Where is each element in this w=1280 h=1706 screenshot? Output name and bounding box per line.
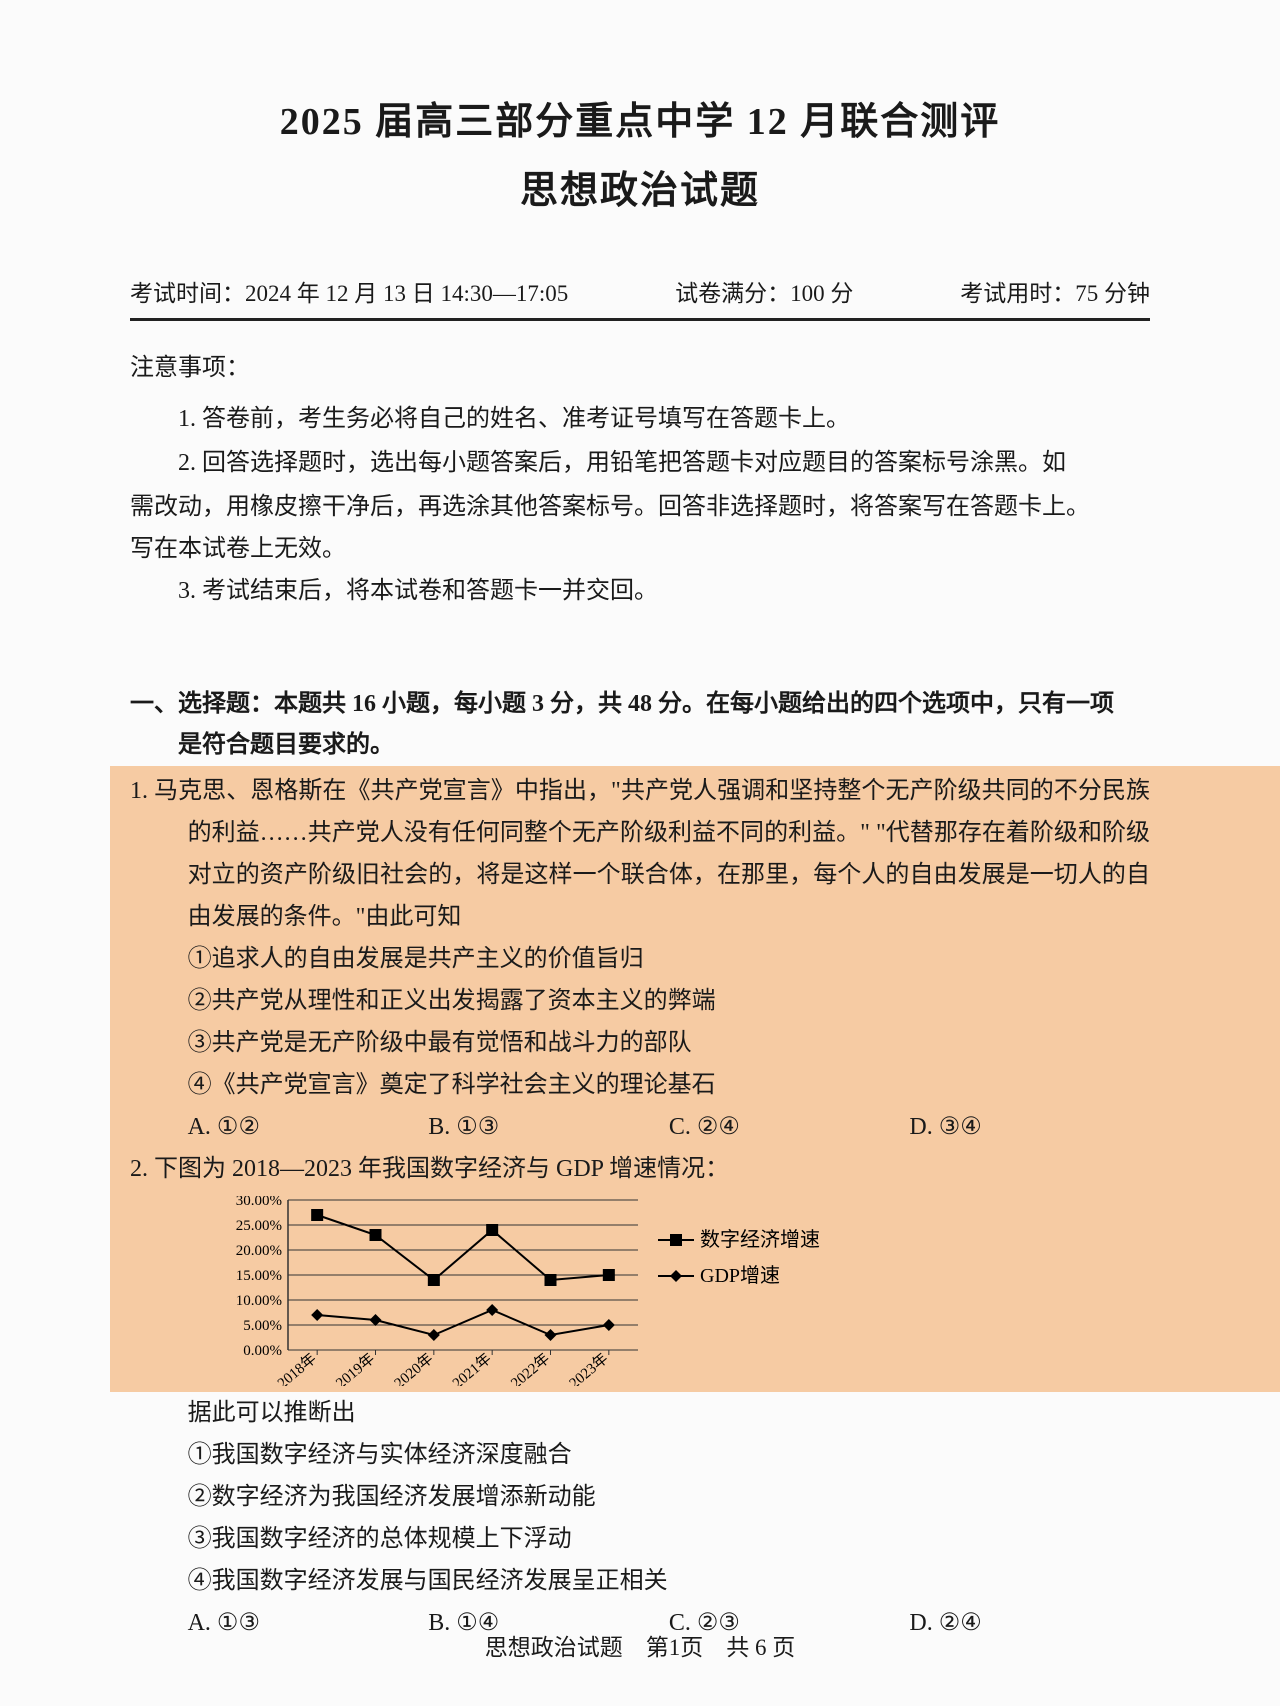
section1-head-b: 是符合题目要求的。 [130,725,1150,766]
q1-optB: B. ①③ [428,1106,669,1148]
svg-text:5.00%: 5.00% [244,1318,283,1334]
svg-text:2020年: 2020年 [391,1350,436,1386]
q1-options: A. ①② B. ①③ C. ②④ D. ③④ [130,1106,1150,1148]
notice-2b: 需改动，用橡皮擦干净后，再选涂其他答案标号。回答非选择题时，将答案写在答题卡上。 [130,486,1150,528]
svg-text:25.00%: 25.00% [236,1218,282,1234]
q1-s3: ③共产党是无产阶级中最有觉悟和战斗力的部队 [130,1022,1150,1064]
section1-head-a: 一、选择题：本题共 16 小题，每小题 3 分，共 48 分。在每小题给出的四个… [130,684,1150,725]
svg-text:数字经济增速: 数字经济增速 [700,1228,820,1251]
q2-s2: ②数字经济为我国经济发展增添新动能 [130,1476,1150,1518]
svg-text:10.00%: 10.00% [236,1293,282,1309]
svg-text:2023年: 2023年 [566,1350,611,1386]
q1-s1: ①追求人的自由发展是共产主义的价值旨归 [130,938,1150,980]
q1-s4: ④《共产党宣言》奠定了科学社会主义的理论基石 [130,1064,1150,1106]
q2-chart-svg: 0.00% 5.00% 10.00% 15.00% 20.00% 25.00% 30.00%… [168,1196,868,1386]
exam-time: 考试时间：2024 年 12 月 13 日 14:30—17:05 [130,274,568,308]
q2-stem: 2. 下图为 2018—2023 年我国数字经济与 GDP 增速情况： [130,1148,1150,1190]
meta-row: 考试时间：2024 年 12 月 13 日 14:30—17:05 试卷满分：1… [130,274,1150,308]
svg-text:2019年: 2019年 [333,1350,378,1386]
page-footer: 思想政治试题 第1页 共 6 页 [0,1628,1280,1662]
svg-text:2022年: 2022年 [508,1350,553,1386]
q2-chart: 0.00% 5.00% 10.00% 15.00% 20.00% 25.00% 30.00%… [168,1196,868,1386]
title-sub: 思想政治试题 [130,159,1150,214]
q1-s2: ②共产党从理性和正义出发揭露了资本主义的弊端 [130,980,1150,1022]
notice-1: 1. 答卷前，考生务必将自己的姓名、准考证号填写在答题卡上。 [130,398,1150,440]
svg-text:0.00%: 0.00% [244,1343,283,1359]
notice-2a: 2. 回答选择题时，选出每小题答案后，用铅笔把答题卡对应题目的答案标号涂黑。如 [130,442,1150,484]
q2-s4: ④我国数字经济发展与国民经济发展呈正相关 [130,1560,1150,1602]
svg-text:2021年: 2021年 [450,1350,495,1386]
svg-text:20.00%: 20.00% [236,1243,282,1259]
title-main: 2025 届高三部分重点中学 12 月联合测评 [130,90,1150,145]
svg-text:30.00%: 30.00% [236,1196,282,1209]
divider [130,318,1150,321]
notice-2c: 写在本试卷上无效。 [130,528,1150,570]
svg-text:GDP增速: GDP增速 [700,1264,780,1287]
q1-optA: A. ①② [188,1106,429,1148]
notice-3: 3. 考试结束后，将本试卷和答题卡一并交回。 [130,570,1150,612]
highlighted-region: 1. 马克思、恩格斯在《共产党宣言》中指出，"共产党人强调和坚持整个无产阶级共同… [110,766,1280,1392]
q2-chart-wrap: 0.00% 5.00% 10.00% 15.00% 20.00% 25.00% 30.00%… [130,1190,1150,1386]
exam-page: 2025 届高三部分重点中学 12 月联合测评 思想政治试题 考试时间：2024… [0,0,1280,1706]
q2-s3: ③我国数字经济的总体规模上下浮动 [130,1518,1150,1560]
q1-optD: D. ③④ [909,1106,1150,1148]
notice-head: 注意事项： [130,347,1150,382]
q2-s1: ①我国数字经济与实体经济深度融合 [130,1434,1150,1476]
full-score: 试卷满分：100 分 [675,274,853,308]
q1-optC: C. ②④ [669,1106,910,1148]
svg-text:15.00%: 15.00% [236,1268,282,1284]
q2-after: 据此可以推断出 [130,1392,1150,1434]
duration: 考试用时：75 分钟 [960,274,1150,308]
q1-stem: 1. 马克思、恩格斯在《共产党宣言》中指出，"共产党人强调和坚持整个无产阶级共同… [130,770,1150,938]
